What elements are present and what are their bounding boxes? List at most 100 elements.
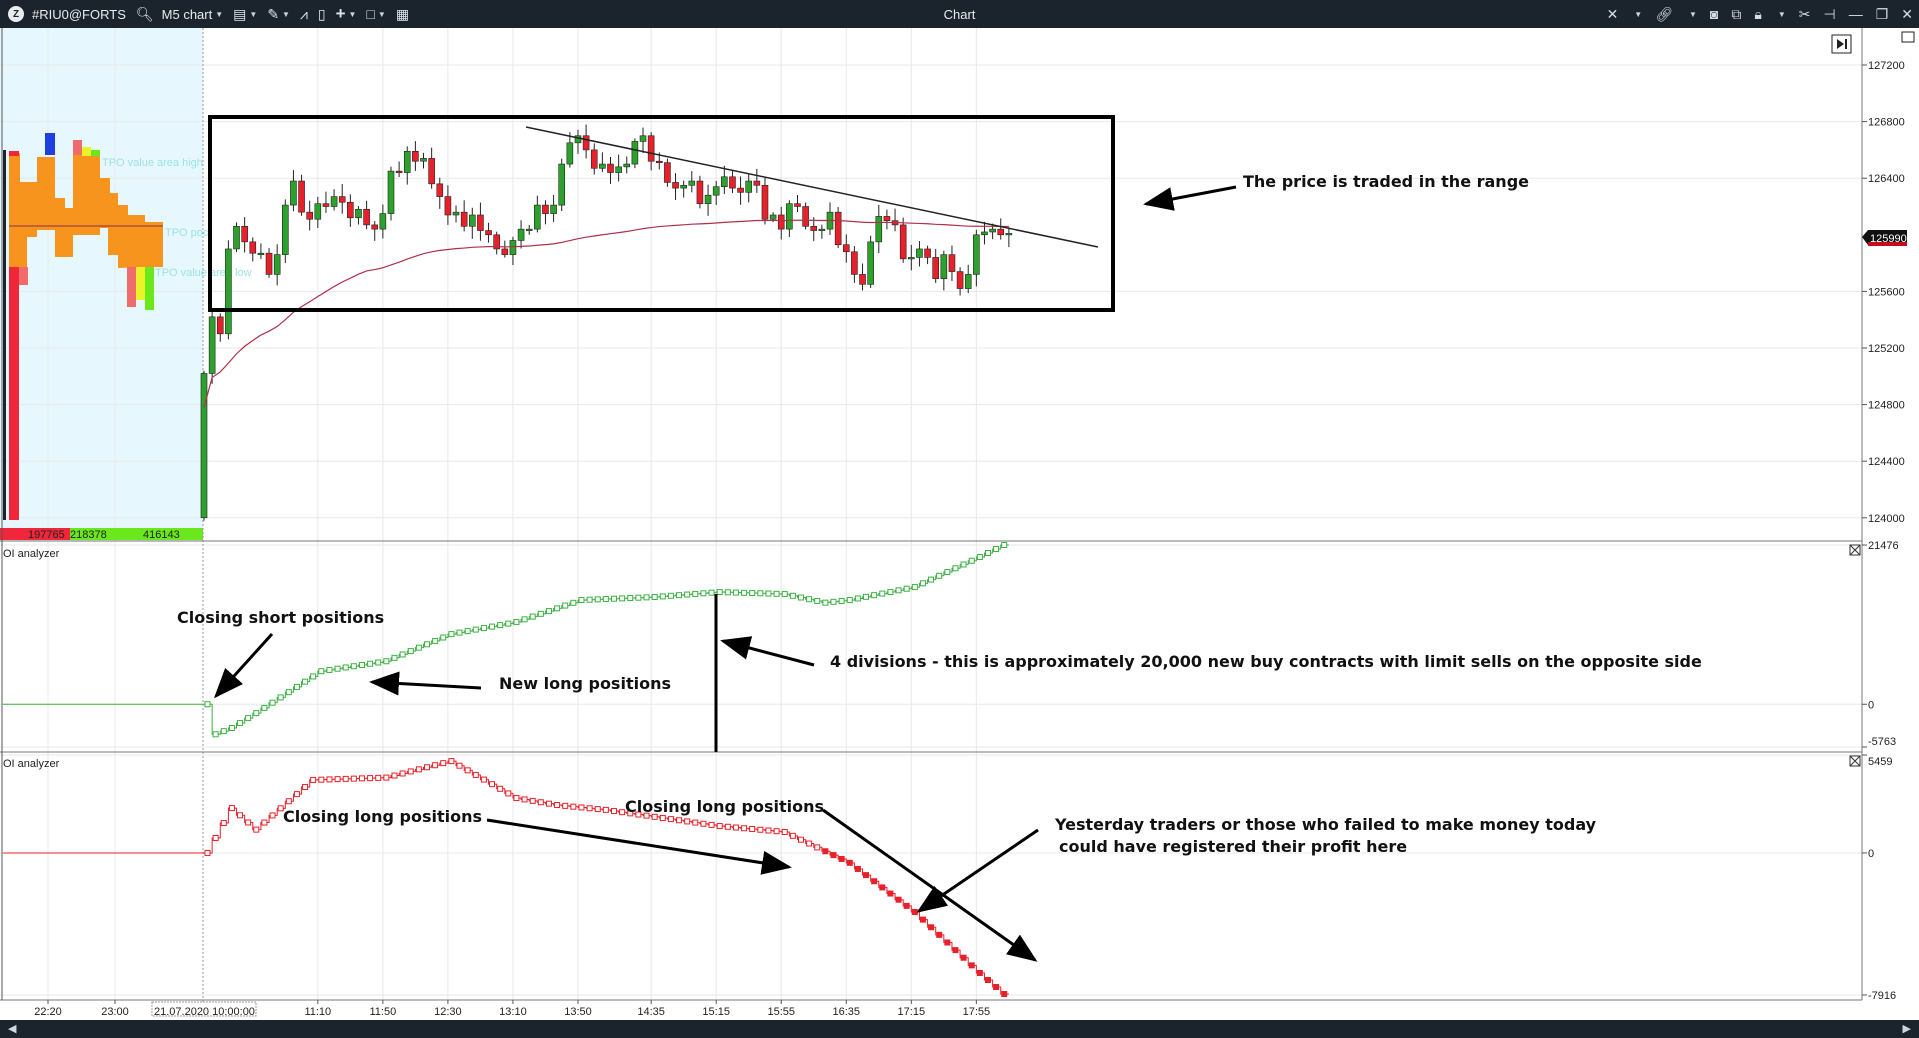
oi-bar [326, 776, 333, 783]
oi-bar [261, 819, 268, 826]
chevron-down-icon[interactable]: ▼ [1689, 9, 1697, 19]
link-icon[interactable]: 🔗︎ [1655, 5, 1673, 22]
time-label: 13:10 [499, 1006, 527, 1018]
time-axis[interactable]: 22:20 23:00 11:10 11:50 12:30 13:10 13:50 14:35… [34, 1000, 990, 1018]
chevron-down-icon[interactable]: ▼ [249, 9, 258, 19]
oi-bar [578, 804, 585, 811]
oi-bar [237, 720, 244, 727]
scroll-to-end-button[interactable] [1831, 34, 1852, 54]
crosshair-icon[interactable]: + [335, 4, 346, 23]
chart-type-dropdown[interactable]: M5 chart ▼ [162, 7, 224, 22]
range-box[interactable] [208, 115, 1115, 312]
oi-axis-label: -7916 [1868, 990, 1896, 1002]
profile-volume-sell: 197765 [28, 529, 65, 541]
oi-bar [871, 592, 878, 599]
minimize-icon[interactable]: — [1848, 6, 1863, 22]
oi-bar [773, 590, 780, 597]
arrow [720, 636, 815, 667]
candle [745, 174, 753, 203]
candle [924, 245, 931, 265]
oi-bar [773, 828, 780, 835]
candle [582, 124, 590, 159]
candle [534, 195, 541, 233]
candle [940, 250, 948, 291]
horizontal-scrollbar[interactable]: ◀ ▶ [0, 1020, 1919, 1038]
oi-bar [586, 596, 593, 603]
oi-bar [285, 798, 292, 805]
display-icon[interactable]: ▤ [233, 5, 247, 22]
candle [306, 200, 313, 231]
candle [875, 204, 883, 254]
cross-icon[interactable]: ✕ [1606, 5, 1619, 22]
price-label: 124000 [1868, 513, 1905, 525]
search-icon[interactable]: 🔍︎ [135, 5, 154, 22]
oi-bar [204, 701, 211, 708]
candle [525, 224, 533, 235]
symbol-selector[interactable]: #RIU0@FORTS [32, 6, 126, 22]
close-icon[interactable]: ✕ [1901, 5, 1913, 22]
panel-settings-icon[interactable] [1901, 31, 1915, 43]
oi-bar [415, 644, 422, 651]
oi-bar [976, 553, 983, 560]
chevron-down-icon[interactable]: ▼ [1634, 9, 1643, 19]
oi-bar [245, 819, 252, 826]
indicator-icon[interactable]: ⩘ [299, 5, 308, 22]
oi-bar [424, 764, 431, 771]
trendline[interactable] [525, 126, 1099, 248]
price-label: 124800 [1868, 400, 1905, 412]
oi-bar [846, 597, 853, 604]
candle [265, 248, 273, 278]
candle [225, 240, 232, 340]
tools-icon[interactable]: ✂ [1798, 5, 1811, 22]
oi-bar [944, 569, 951, 576]
oi-bar [497, 622, 504, 629]
candle [338, 184, 346, 214]
candle [428, 147, 435, 189]
candle [948, 245, 956, 281]
oi-bar [261, 704, 268, 711]
candle [623, 156, 631, 174]
pin-icon[interactable]: ⊣ [1823, 5, 1836, 22]
oi-bar [277, 694, 284, 701]
price-axis[interactable]: 127200 126800 126400 125600 125200 124800 1244… [1862, 60, 1905, 525]
time-label: 11:50 [370, 1006, 397, 1018]
oi-bar [480, 625, 487, 632]
time-label: 22:20 [34, 1006, 62, 1018]
oi-bar [545, 608, 552, 615]
oi-bar [684, 591, 691, 598]
oi-bar [448, 631, 455, 638]
oi-bar [367, 660, 374, 667]
oi-line [3, 760, 1009, 995]
oi-bar [960, 561, 967, 568]
candle [956, 267, 964, 296]
chart-area[interactable]: TPO value area high TPO poc TPO value ar… [0, 28, 1919, 1020]
candle [786, 200, 793, 238]
oi-bar [627, 810, 634, 817]
color-icon[interactable]: ▦ [395, 5, 410, 22]
candle [412, 141, 419, 171]
lock-icon[interactable]: 🔒︎ [1754, 5, 1762, 22]
chevron-down-icon[interactable]: ▼ [377, 9, 386, 19]
copy-icon[interactable]: ⧉ [1731, 5, 1742, 22]
logo-icon[interactable]: Z [8, 6, 24, 22]
annotation-closing-long-2: Closing long positions [625, 797, 824, 816]
oi-bar [521, 616, 528, 623]
oi-bar [635, 594, 642, 601]
restore-icon[interactable]: ❐ [1875, 5, 1889, 22]
scroll-right-icon[interactable]: ▶ [1902, 1023, 1911, 1035]
oi-bar [342, 775, 349, 782]
panel-2-close-icon[interactable] [1849, 755, 1861, 767]
chevron-down-icon[interactable]: ▼ [348, 9, 357, 19]
chevron-down-icon[interactable]: ▼ [282, 9, 290, 19]
oi-bar [513, 795, 520, 802]
oi-bar [619, 809, 626, 816]
camera-icon[interactable]: ◙ [1709, 6, 1719, 22]
window-title: Chart [943, 7, 976, 22]
window-icon[interactable]: □ [366, 6, 375, 22]
pencil-icon[interactable]: ✎ [267, 5, 280, 22]
template-icon[interactable]: ▯ [317, 5, 326, 22]
oi-bar [822, 599, 829, 606]
chevron-down-icon[interactable]: ▼ [1777, 9, 1786, 19]
panel-1-close-icon[interactable] [1849, 544, 1861, 556]
scroll-left-icon[interactable]: ◀ [8, 1023, 17, 1035]
